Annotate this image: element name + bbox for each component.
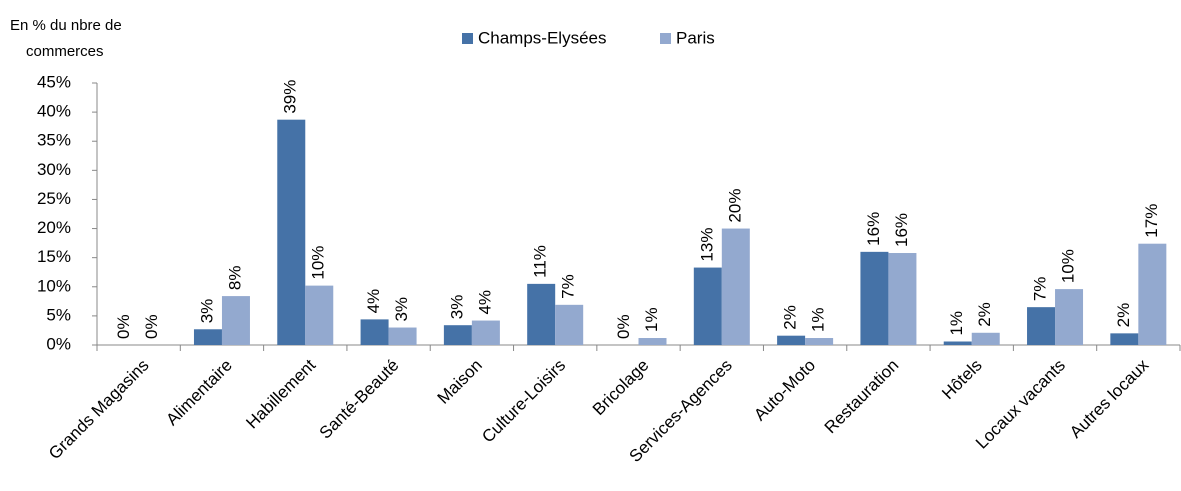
x-tick-label: Hôtels [938,356,986,404]
value-label: 2% [1114,303,1133,328]
y-axis-label: commerces [26,43,104,60]
bar [221,296,250,345]
bar [360,319,389,345]
y-tick-label: 25% [37,189,71,208]
legend-swatch [660,33,671,44]
bar [527,283,556,345]
value-label: 39% [281,80,300,114]
bar [471,320,500,345]
bar [193,329,222,345]
bar [971,332,1000,345]
x-tick-label: Culture-Loisirs [478,356,569,447]
value-label: 16% [892,213,911,247]
x-tick-label: Auto-Moto [750,356,819,425]
y-tick-label: 35% [37,131,71,150]
value-label: 1% [947,311,966,336]
bar [305,285,334,345]
value-label: 13% [697,228,716,262]
bar [1055,289,1084,345]
value-label: 10% [1059,249,1078,283]
y-tick-label: 0% [46,334,71,353]
value-label: 3% [392,297,411,322]
value-label: 1% [809,307,828,332]
value-label: 3% [197,299,216,324]
bar [443,325,472,345]
x-tick-label: Autres locaux [1066,355,1153,442]
value-label: 2% [975,302,994,327]
value-label: 0% [114,314,133,339]
bar [777,335,806,345]
y-axis-label: En % du nbre de [10,17,122,34]
value-label: 7% [559,274,578,299]
bar [388,327,417,345]
value-label: 4% [475,290,494,315]
bar [721,228,750,345]
bar [693,267,722,345]
value-label: 8% [225,266,244,291]
bar [638,338,667,345]
x-tick-label: Habillement [242,355,319,432]
value-label: 4% [364,289,383,314]
x-tick-label: Alimentaire [162,356,236,430]
bar [860,251,889,345]
x-tick-label: Bricolage [589,356,653,420]
x-tick-label: Grands Magasins [45,356,153,464]
legend-label: Champs-Elysées [478,28,607,47]
value-label: 2% [781,305,800,330]
bar [1138,243,1167,345]
bar [1027,307,1056,345]
y-tick-label: 15% [37,247,71,266]
bar [555,304,584,345]
value-label: 1% [642,307,661,332]
value-label: 0% [142,314,161,339]
value-label: 7% [1031,277,1050,302]
bar [943,341,972,345]
x-tick-label: Maison [434,356,486,408]
bar [805,338,834,345]
x-tick-label: Restauration [821,356,903,438]
bar [888,253,917,345]
bar [1110,333,1139,345]
y-tick-label: 30% [37,160,71,179]
value-label: 10% [309,246,328,280]
value-label: 3% [447,295,466,320]
y-tick-label: 10% [37,276,71,295]
value-label: 0% [614,314,633,339]
value-label: 11% [531,245,550,278]
bar [277,119,306,346]
x-tick-label: Santé-Beauté [316,356,403,443]
legend-label: Paris [676,28,715,47]
y-tick-label: 5% [46,305,71,324]
legend-swatch [462,33,473,44]
value-label: 17% [1142,204,1161,238]
y-tick-label: 45% [37,72,71,91]
y-tick-label: 20% [37,218,71,237]
value-label: 16% [864,212,883,246]
value-label: 20% [725,189,744,223]
y-tick-label: 40% [37,102,71,121]
x-tick-label: Locaux vacants [972,356,1069,453]
